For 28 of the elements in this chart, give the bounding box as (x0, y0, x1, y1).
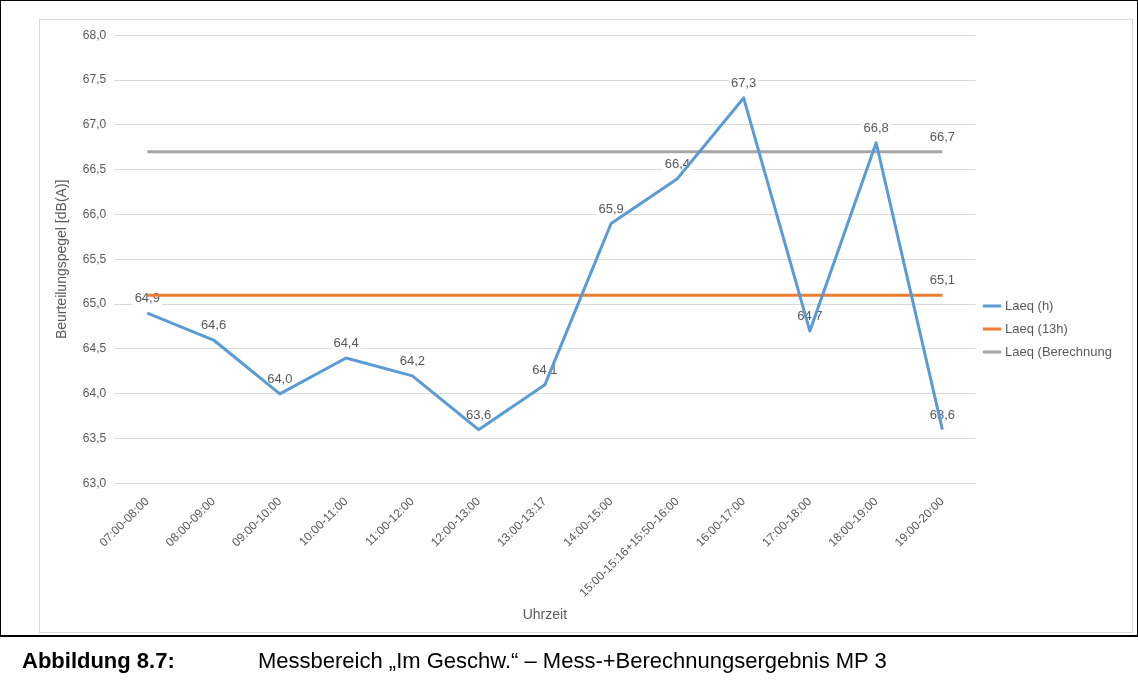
data-label: 67,3 (730, 75, 757, 91)
y-tick-label: 64,0 (82, 386, 107, 401)
y-tick-label: 68,0 (82, 27, 107, 42)
text: Messbereich „Im Geschw.“ – Mess-+Berechnungsergebnis MP 3 (258, 648, 887, 673)
y-tick-label: 67,5 (82, 72, 107, 87)
data-label: 63,6 (465, 406, 492, 422)
x-axis-title: Uhrzeit (522, 606, 568, 623)
y-tick-label: 66,5 (82, 162, 107, 176)
data-label: 64,0 (267, 370, 293, 386)
legend-label: Laeq (13h) (1005, 320, 1068, 336)
y-axis-title: Beurteilungspegel [dB(A)] (53, 179, 70, 340)
legend-label: Laeq (h) (1005, 297, 1054, 313)
y-tick-label: 63,5 (82, 430, 107, 445)
y-tick-label: 63,0 (82, 475, 107, 490)
data-label: 66,7 (929, 128, 956, 144)
text: Abbildung 8.7: (22, 648, 176, 674)
y-tick-label: 65,0 (82, 296, 107, 311)
y-tick-label: 65,5 (82, 251, 107, 266)
data-label: 65,9 (598, 200, 624, 216)
y-tick-label: 64,5 (82, 341, 107, 356)
data-label: 65,1 (929, 272, 956, 288)
data-label: 64,2 (399, 352, 425, 368)
data-label: 64,6 (200, 317, 227, 333)
data-label: 66,8 (863, 119, 889, 135)
y-tick-label: 67,0 (82, 117, 107, 132)
y-tick-label: 66,0 (82, 206, 107, 221)
legend-label: Laeq (Berechnung (1005, 343, 1113, 359)
data-label: 64,4 (333, 335, 359, 351)
